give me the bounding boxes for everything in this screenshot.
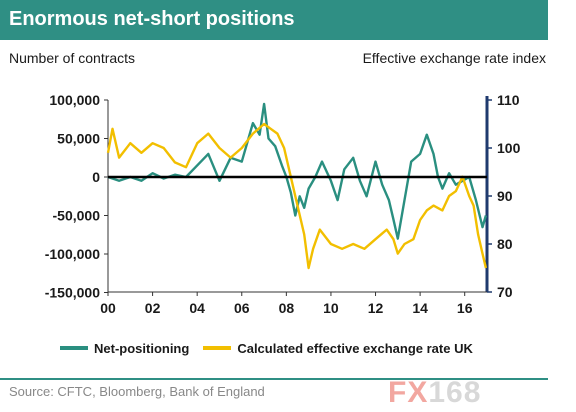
x-axis-tick-label: 14 [412, 300, 428, 316]
legend: Net-positioning Calculated effective exc… [60, 336, 487, 360]
series-line-exchange-rate [106, 122, 488, 270]
x-axis-tick-label: 12 [368, 300, 384, 316]
x-axis-tick-label: 16 [457, 300, 473, 316]
legend-item-exchange-rate: Calculated effective exchange rate UK [203, 341, 473, 356]
left-axis-tick-label: -100,000 [45, 246, 100, 262]
x-axis-tick-label: 08 [279, 300, 295, 316]
left-axis-tick-label: -50,000 [53, 208, 101, 224]
x-axis-tick-label: 04 [189, 300, 205, 316]
legend-swatch-exchange-rate [203, 346, 232, 350]
footer-divider [0, 378, 548, 380]
right-axis-tick-label: 100 [497, 140, 521, 156]
legend-swatch-net-positioning [60, 346, 88, 350]
legend-label-net-positioning: Net-positioning [94, 340, 190, 356]
x-axis-tick-label: 10 [323, 300, 339, 316]
right-axis-title: Effective exchange rate index [362, 50, 546, 66]
x-axis-tick-label: 02 [145, 300, 161, 316]
right-axis-tick-label: 80 [497, 236, 513, 252]
left-axis-tick-label: 100,000 [49, 92, 100, 108]
left-axis-tick-label: 50,000 [57, 131, 100, 147]
title-bar: Enormous net-short positions [0, 0, 548, 40]
watermark-fx: FX [388, 376, 429, 409]
right-axis-tick-label: 110 [497, 92, 520, 108]
right-axis-tick-label: 90 [497, 188, 513, 204]
watermark-logo: FX168 [388, 376, 481, 410]
watermark-num: 168 [428, 376, 482, 409]
left-axis-tick-label: -150,000 [45, 285, 100, 301]
series-line-net-positioning [107, 102, 488, 240]
x-axis-tick-label: 06 [234, 300, 250, 316]
right-axis-tick-label: 70 [497, 284, 513, 300]
legend-label-exchange-rate: Calculated effective exchange rate UK [237, 340, 473, 356]
source-note: Source: CFTC, Bloomberg, Bank of England [9, 384, 265, 399]
legend-item-net-positioning: Net-positioning [60, 341, 189, 356]
chart-title: Enormous net-short positions [9, 8, 295, 30]
x-axis-tick-label: 00 [100, 300, 116, 316]
left-axis-tick-label: 0 [92, 169, 100, 185]
left-axis-title: Number of contracts [9, 50, 136, 66]
